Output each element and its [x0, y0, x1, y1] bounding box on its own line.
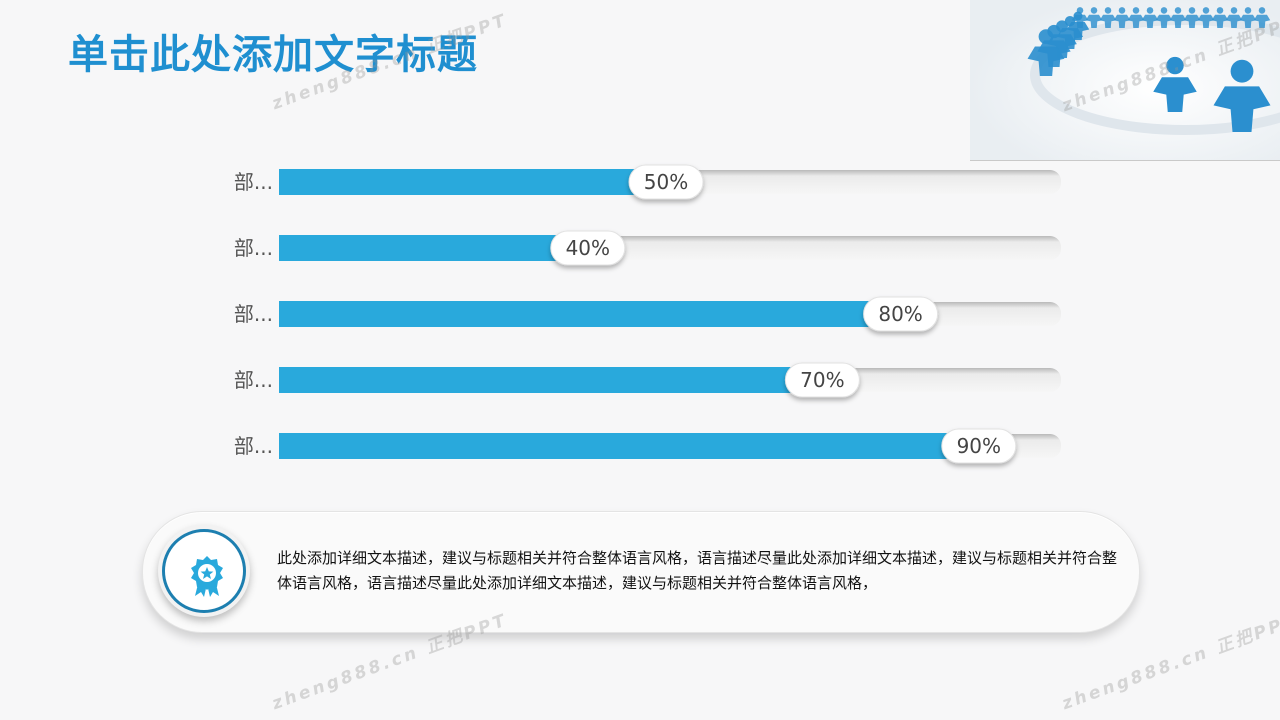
bar [279, 235, 592, 261]
value-pill [784, 362, 860, 398]
category-label: 部... [234, 368, 273, 392]
category-label: 部... [234, 170, 273, 194]
value-label: 40% [566, 236, 610, 260]
person-figure [1155, 7, 1173, 28]
person-figure [1211, 7, 1229, 28]
progress-bar-chart: 部... 50% 部... 40% 部... 80% 部... 70% 部... 90% [234, 164, 1061, 464]
value-label: 70% [800, 368, 844, 392]
person-figure [1027, 29, 1065, 76]
person-figure [1239, 7, 1257, 28]
person-figure [1183, 7, 1201, 28]
value-pill [941, 428, 1017, 464]
category-label: 部... [234, 302, 273, 326]
badge-ring [162, 529, 246, 613]
bar [279, 301, 905, 327]
person-figure [1141, 7, 1159, 28]
category-label: 部... [234, 434, 273, 458]
chart-rows: 部... 50% 部... 40% 部... 80% 部... 70% 部... 90% [234, 164, 1061, 464]
person-figure [1169, 7, 1187, 28]
people-circle-illustration [970, 0, 1280, 160]
description-text: 此处添加详细文本描述，建议与标题相关并符合整体语言风格，语言描述尽量此处添加详细… [277, 549, 1118, 592]
value-pill [628, 164, 704, 200]
person-figure [1197, 7, 1215, 28]
person-figure [1127, 7, 1145, 28]
people-circle-image [970, 0, 1280, 161]
person-figure [1085, 7, 1103, 28]
person-figure [1113, 7, 1131, 28]
value-label: 50% [644, 170, 688, 194]
person-figure [1225, 7, 1243, 28]
bar [279, 433, 983, 459]
value-pill [550, 230, 626, 266]
person-figure [1213, 59, 1271, 132]
description-panel [142, 511, 1140, 633]
award-ribbon-icon [191, 556, 223, 597]
category-label: 部... [234, 236, 273, 260]
bar [279, 367, 827, 393]
person-figure [1253, 7, 1271, 28]
value-pill [863, 296, 939, 332]
bar [279, 169, 670, 195]
person-figure [1153, 56, 1197, 112]
value-label: 80% [878, 302, 922, 326]
badge [158, 525, 250, 617]
slide-title: 单击此处添加文字标题 [68, 32, 478, 78]
person-figure [1099, 7, 1117, 28]
value-label: 90% [957, 434, 1001, 458]
